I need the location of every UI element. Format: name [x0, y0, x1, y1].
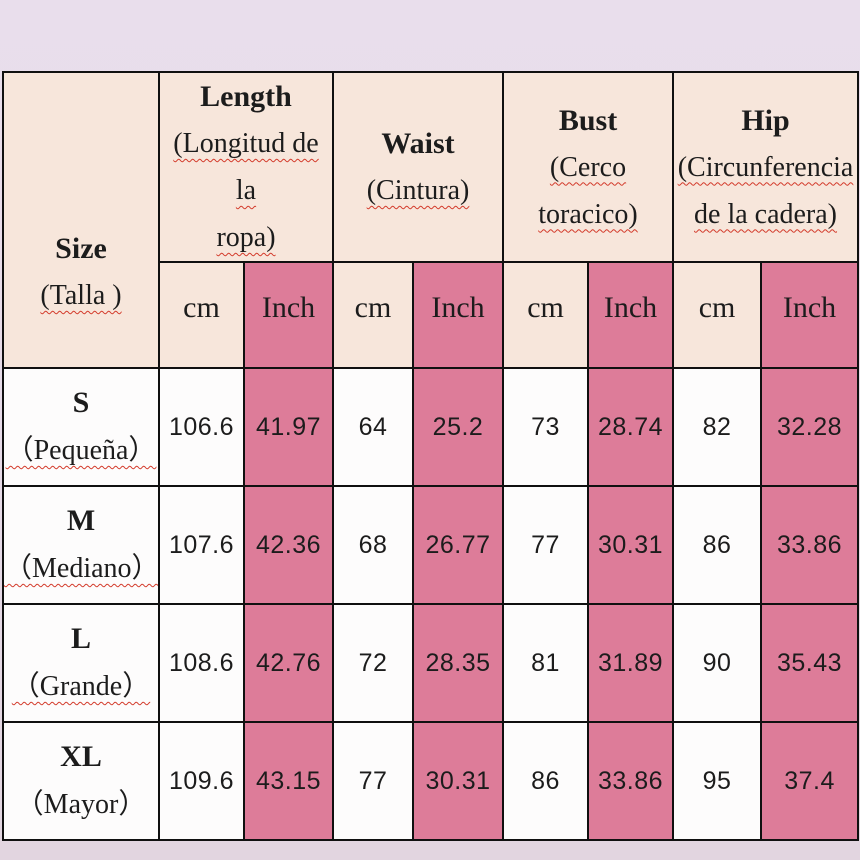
cell-l-waist-cm: 72: [332, 603, 414, 723]
unit-hip-inch: Inch: [760, 261, 860, 369]
unit-length-cm: cm: [158, 261, 245, 369]
header-hip: Hip (Circunferencia de la cadera): [672, 71, 860, 263]
cell-xl-bust-cm: 86: [502, 721, 590, 841]
header-size-inner: Size (Talla ): [5, 225, 157, 319]
table-row-xl: XL （Mayor） 109.6 43.15 77 30.31 86 33.86…: [2, 721, 860, 841]
cell-xl-hip-inch: 37.4: [760, 721, 860, 841]
unit-bust-inch-label: Inch: [603, 291, 658, 324]
row-m-size-letter: M: [66, 504, 96, 537]
header-bust-title: Bust: [558, 103, 618, 137]
unit-bust-cm-label: cm: [527, 291, 564, 324]
unit-hip-cm-label: cm: [698, 291, 736, 324]
header-length-subtitle-line1: (Longitud de la: [173, 128, 319, 206]
row-l-size-es: （Grande）: [11, 671, 151, 702]
row-l-size-cell: L （Grande）: [2, 603, 160, 723]
cell-s-length-cm: 106.6: [158, 367, 245, 487]
cell-s-bust-inch: 28.74: [587, 367, 675, 487]
row-s-size-letter: S: [72, 386, 90, 419]
cell-m-bust-inch: 30.31: [587, 485, 675, 605]
cell-l-waist-inch: 28.35: [411, 603, 505, 723]
cell-m-hip-inch: 33.86: [760, 485, 860, 605]
row-xl-size-es: （Mayor）: [15, 789, 147, 820]
row-m-size-cell: M （Mediano）: [2, 485, 160, 605]
header-row-groups: Size (Talla ) Length (Longitud de la rop…: [2, 71, 860, 369]
cell-xl-bust-inch: 33.86: [587, 721, 675, 841]
header-size-subtitle: (Talla ): [40, 280, 122, 311]
cell-s-hip-inch: 32.28: [760, 367, 860, 487]
cell-s-length-inch: 41.97: [243, 367, 334, 487]
unit-waist-cm-label: cm: [354, 291, 392, 324]
unit-length-cm-label: cm: [183, 291, 220, 324]
cell-l-bust-inch: 31.89: [587, 603, 675, 723]
unit-length-inch: Inch: [243, 261, 334, 369]
size-chart-container: Size (Talla ) Length (Longitud de la rop…: [2, 71, 860, 841]
header-waist: Waist (Cintura): [331, 71, 505, 263]
table-row-l: L （Grande） 108.6 42.76 72 28.35 81 31.89…: [2, 603, 860, 723]
unit-bust-cm: cm: [502, 261, 590, 369]
unit-waist-inch-label: Inch: [431, 291, 485, 324]
header-bust-subtitle-line2: toracico): [538, 198, 638, 230]
cell-xl-hip-cm: 95: [672, 721, 763, 841]
row-s-size-es: （Pequeña）: [5, 435, 157, 466]
cell-s-bust-cm: 73: [502, 367, 590, 487]
header-length-subtitle-line2: ropa): [216, 222, 276, 253]
cell-xl-waist-inch: 30.31: [411, 721, 505, 841]
table-row-s: S （Pequeña） 106.6 41.97 64 25.2 73 28.74…: [2, 367, 860, 487]
cell-xl-length-inch: 43.15: [243, 721, 334, 841]
cell-s-waist-cm: 64: [332, 367, 414, 487]
cell-m-waist-cm: 68: [332, 485, 414, 605]
row-m-size-es: （Mediano）: [4, 553, 159, 584]
size-chart-table: Size (Talla ) Length (Longitud de la rop…: [2, 71, 860, 841]
cell-xl-length-cm: 109.6: [158, 721, 245, 841]
header-length-title: Length: [200, 80, 292, 113]
row-xl-size-cell: XL （Mayor）: [2, 721, 160, 841]
cell-m-hip-cm: 86: [672, 485, 763, 605]
cell-m-waist-inch: 26.77: [411, 485, 505, 605]
header-row-units: cm Inch cm Inch cm Inch cm Inch: [3, 261, 860, 369]
cell-m-length-inch: 42.36: [243, 485, 334, 605]
unit-waist-inch: Inch: [411, 261, 505, 369]
row-l-size-letter: L: [70, 622, 91, 655]
cell-l-length-cm: 108.6: [158, 603, 245, 723]
table-row-m: M （Mediano） 107.6 42.36 68 26.77 77 30.3…: [2, 485, 860, 605]
cell-l-length-inch: 42.76: [243, 603, 334, 723]
unit-hip-cm: cm: [672, 261, 763, 369]
unit-length-inch-label: Inch: [261, 291, 316, 324]
cell-m-length-cm: 107.6: [158, 485, 245, 605]
header-hip-title: Hip: [741, 103, 790, 137]
unit-waist-cm: cm: [332, 261, 414, 369]
header-bust: Bust (Cerco toracico): [502, 71, 675, 263]
cell-m-bust-cm: 77: [502, 485, 590, 605]
header-hip-subtitle-line1: (Circunferencia: [677, 151, 854, 183]
header-waist-title: Waist: [381, 127, 455, 160]
cell-xl-waist-cm: 77: [332, 721, 414, 841]
unit-hip-inch-label: Inch: [782, 291, 837, 324]
unit-bust-inch: Inch: [587, 261, 675, 369]
header-size: Size (Talla ): [2, 71, 160, 369]
row-xl-size-letter: XL: [60, 740, 102, 773]
header-bust-subtitle-line1: (Cerco: [549, 151, 627, 183]
cell-l-hip-cm: 90: [672, 603, 763, 723]
header-waist-subtitle-line1: (Cintura): [366, 175, 470, 206]
cell-s-waist-inch: 25.2: [411, 367, 505, 487]
cell-l-hip-inch: 35.43: [760, 603, 860, 723]
cell-l-bust-cm: 81: [502, 603, 590, 723]
header-hip-subtitle-line2: de la cadera): [694, 198, 838, 230]
row-s-size-cell: S （Pequeña）: [2, 367, 160, 487]
header-size-title: Size: [55, 232, 107, 265]
header-length: Length (Longitud de la ropa): [158, 71, 334, 263]
cell-s-hip-cm: 82: [672, 367, 763, 487]
